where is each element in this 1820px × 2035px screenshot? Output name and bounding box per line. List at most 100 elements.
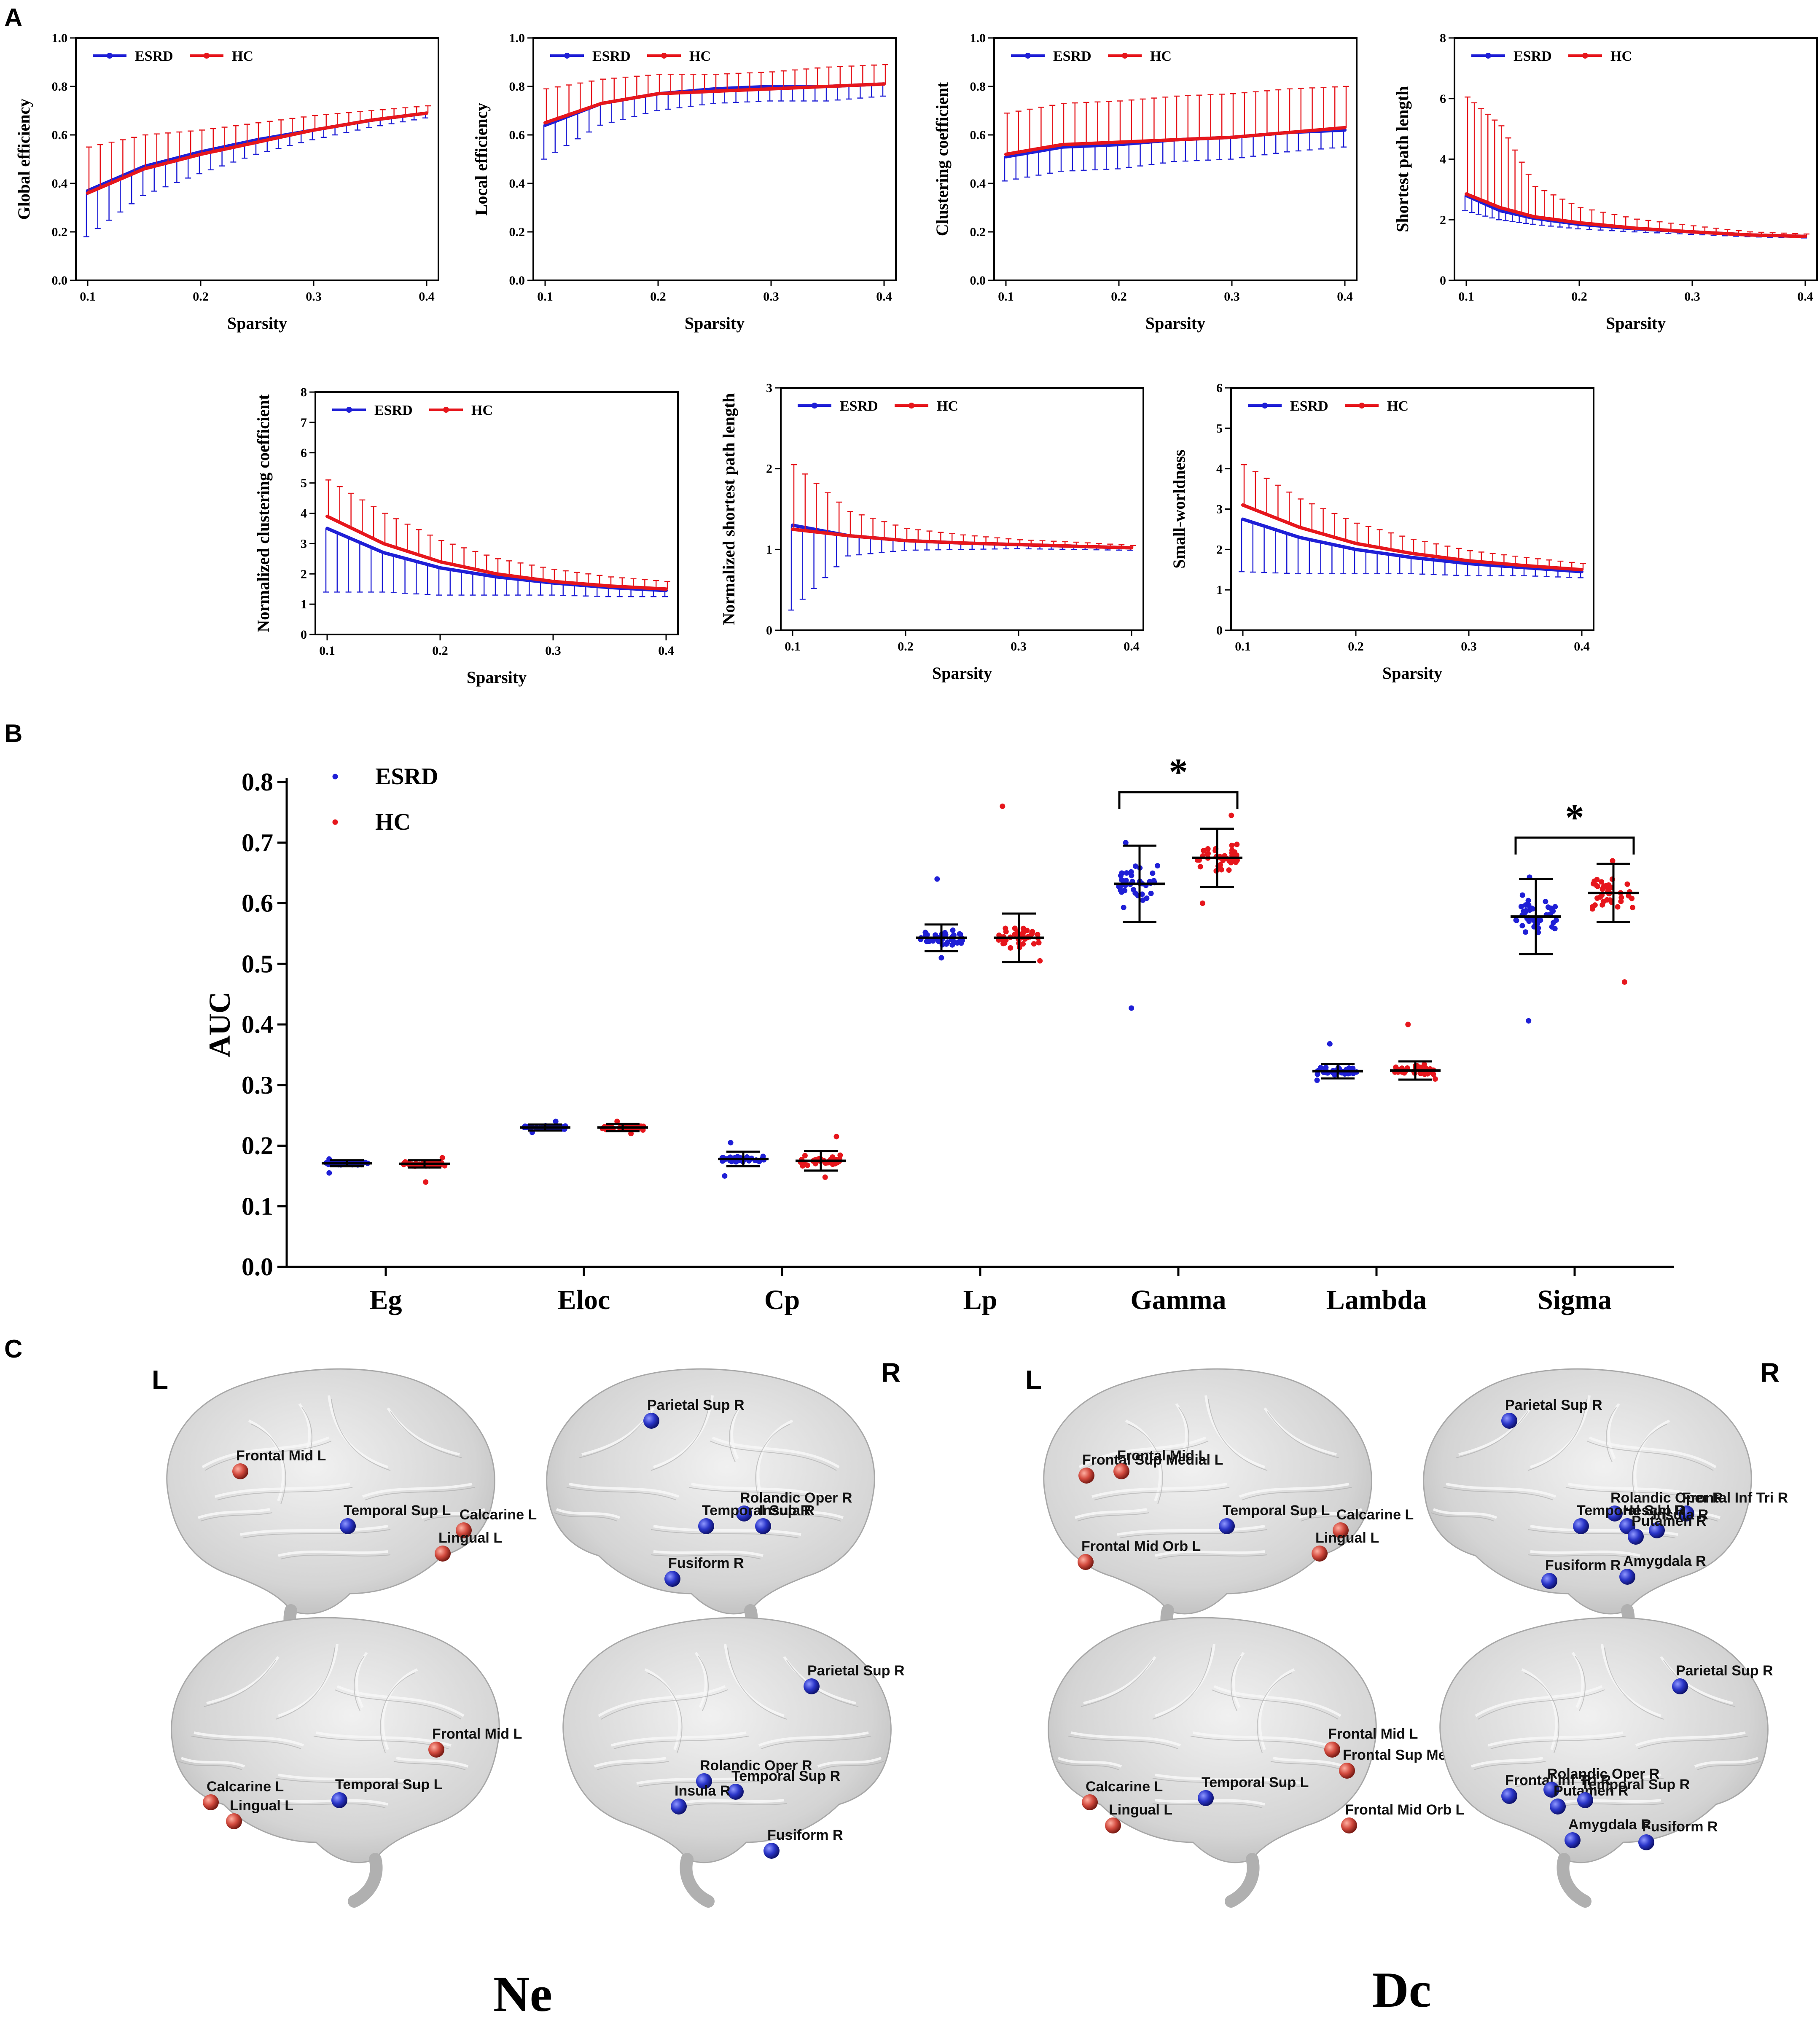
brain-gyrus (278, 1550, 388, 1557)
data-point (1553, 917, 1559, 923)
data-point (1118, 873, 1124, 879)
method-label-ne: Ne (493, 1966, 552, 2022)
data-point (1129, 1005, 1134, 1011)
y-tick-label: 1 (1216, 583, 1223, 597)
brain-node-lingual-l (1312, 1546, 1328, 1562)
brain-sulcus (1119, 1529, 1268, 1538)
data-point (1132, 863, 1138, 869)
brain-gyrus (758, 1731, 869, 1747)
data-point (1518, 903, 1524, 909)
series-line (1004, 128, 1347, 159)
brain-gyrus (1608, 1403, 1620, 1460)
brain-sulcus (354, 1656, 365, 1711)
x-tick-label: 0.4 (1574, 640, 1590, 653)
brain-sulcus (1490, 1736, 1626, 1749)
brain-sulcus (1632, 1424, 1667, 1505)
brain-renderings: Frontal Mid L Temporal Sup L Calcarine L Li… (166, 1368, 1788, 1908)
brain-dc-med-left (1048, 1617, 1377, 1908)
brain-node-frontal-mid-l (1324, 1742, 1340, 1758)
y-tick-label: 0.8 (970, 80, 986, 94)
region-label: Insula R (759, 1503, 815, 1519)
data-point (1148, 890, 1154, 896)
region-label: Temporal Sup R (1581, 1777, 1690, 1793)
brain-gyrus (278, 1774, 426, 1785)
brain-sulcus (1575, 1656, 1586, 1711)
data-point (1526, 1018, 1532, 1024)
y-tick-label: 0.3 (242, 1071, 273, 1099)
significance-bracket (1514, 836, 1635, 855)
series-line (791, 527, 1133, 550)
brain-sulcus (698, 1656, 709, 1711)
brain-gyrus (674, 1799, 785, 1806)
brain-node-insula-r (1649, 1522, 1665, 1538)
legend-marker-hc (661, 53, 667, 59)
brain-stem (1225, 1853, 1260, 1908)
brain-sulcus (601, 1689, 728, 1720)
brain-gyrus (1433, 1508, 1497, 1519)
brain-sulcus (554, 1512, 618, 1522)
brain-node-putamen-r (1550, 1798, 1566, 1815)
y-tick-label: 0 (1440, 274, 1446, 288)
data-point (1432, 1076, 1438, 1082)
brain-gyrus (202, 1436, 330, 1468)
x-tick-label: 0.4 (1797, 290, 1813, 304)
brain-node-parietal-sup-r (804, 1678, 820, 1694)
brain-gyrus (1155, 1550, 1265, 1557)
brain-sulcus (1586, 1441, 1714, 1471)
brain-sulcus (1190, 1736, 1326, 1749)
brain-gyrus (1571, 1652, 1584, 1708)
brain-node-calcarine-l (456, 1522, 472, 1538)
x-tick-label: 0.4 (1337, 290, 1353, 304)
brain-sulcus (613, 1736, 749, 1749)
region-label: Temporal Sup L (344, 1503, 451, 1519)
brain-sulcus (1554, 1803, 1664, 1808)
x-tick-label: 0.3 (1224, 290, 1240, 304)
y-tick-label: 0.0 (52, 274, 68, 288)
brain-sulcus (393, 1761, 466, 1770)
brain-node-parietal-sup-r (1672, 1678, 1688, 1694)
side-label-right-ne: R (881, 1358, 901, 1388)
panel-label-b: B (4, 719, 22, 747)
y-tick-label: 4 (301, 507, 307, 521)
data-point (1012, 925, 1018, 931)
series-hc (86, 105, 431, 195)
brain-sulcus (242, 1529, 391, 1538)
series-esrd (83, 111, 428, 237)
y-axis-title: AUC (203, 992, 237, 1057)
brain-sulcus (1473, 1761, 1546, 1770)
brain-sulcus (1211, 1689, 1339, 1720)
y-tick-label: 0.0 (970, 274, 986, 288)
brain-stem (680, 1853, 715, 1908)
data-point (957, 931, 962, 937)
brain-gyrus (180, 1757, 245, 1768)
legend-marker-hc (332, 819, 338, 825)
data-point (1405, 1022, 1411, 1027)
brain-sulcus (275, 1803, 386, 1808)
region-label: Insula R (1653, 1507, 1708, 1523)
brain-sulcus (1604, 1647, 1664, 1720)
data-point (1008, 945, 1014, 951)
data-point (1543, 898, 1548, 904)
data-point (833, 1134, 839, 1140)
x-tick-label: Eloc (558, 1285, 610, 1315)
y-tick-label: 1.0 (970, 31, 986, 45)
x-tick-label: 0.2 (193, 290, 209, 304)
chart-global_efficiency: 0.1 0.2 0.3 0.4 0.0 0.2 0.4 0.6 0.8 1.0 Sparsity Gl… (14, 31, 439, 333)
brain-sulcus (1178, 1407, 1189, 1462)
brain-sulcus (1257, 1672, 1292, 1753)
brain-node-frontal-mid-l (1113, 1463, 1129, 1479)
brain-gyrus (240, 1525, 388, 1536)
legend-label-esrd: ESRD (840, 398, 878, 414)
series-hc (543, 64, 888, 125)
region-label: Calcarine L (1086, 1779, 1163, 1795)
data-point (1000, 941, 1006, 946)
data-point (1589, 904, 1595, 910)
brain-gyrus (1125, 1419, 1161, 1502)
y-tick-label: 0.4 (52, 177, 68, 191)
chart-shortest_path_length: 0.1 0.2 0.3 0.4 0 2 4 6 8 Sparsity Shortest path l… (1393, 31, 1818, 333)
y-tick-label: 2 (1440, 213, 1446, 227)
brain-surface (171, 1617, 500, 1863)
legend-label-esrd: ESRD (1514, 48, 1552, 64)
x-tick-label: 0.3 (1011, 640, 1027, 653)
brain-gyrus (1213, 1685, 1341, 1717)
